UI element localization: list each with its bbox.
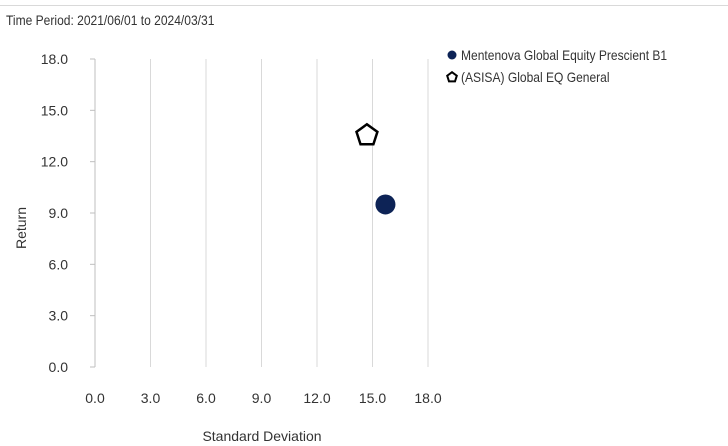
x-tick-label: 15.0 [359, 390, 386, 406]
y-tick-label: 3.0 [49, 308, 69, 324]
y-axis-label: Return [13, 207, 29, 249]
x-tick-label: 12.0 [303, 390, 330, 406]
y-tick-label: 6.0 [49, 256, 69, 272]
y-tick-label: 9.0 [49, 205, 69, 221]
x-tick-label: 3.0 [141, 390, 161, 406]
grid-lines [94, 59, 429, 367]
x-tick-label: 18.0 [414, 390, 441, 406]
y-tick-label: 0.0 [49, 359, 69, 375]
legend-item-fund: Mentenova Global Equity Prescient B1 [446, 44, 701, 66]
fund-data-point [375, 194, 396, 215]
y-axis-ticks: 0.0 3.0 6.0 9.0 12.0 15.0 18.0 [41, 51, 95, 375]
circle-marker-icon [446, 49, 458, 61]
time-period-label: Time Period: 2021/06/01 to 2024/03/31 [6, 12, 215, 28]
x-tick-label: 9.0 [252, 390, 272, 406]
y-tick-label: 15.0 [41, 102, 68, 118]
legend: Mentenova Global Equity Prescient B1 (AS… [446, 44, 701, 88]
y-tick-label: 18.0 [41, 51, 68, 67]
y-tick-label: 12.0 [41, 154, 68, 170]
pentagon-marker-icon [446, 71, 458, 83]
legend-label-category: (ASISA) Global EQ General [461, 69, 610, 85]
x-axis-ticks: 0.0 3.0 6.0 9.0 12.0 15.0 18.0 [85, 390, 442, 406]
data-points [355, 122, 396, 215]
x-tick-label: 6.0 [196, 390, 216, 406]
x-tick-label: 0.0 [85, 390, 105, 406]
legend-label-fund: Mentenova Global Equity Prescient B1 [461, 47, 668, 63]
category-data-point [355, 122, 379, 146]
legend-item-category: (ASISA) Global EQ General [446, 66, 701, 88]
x-axis-label: Standard Deviation [202, 428, 321, 444]
top-divider [0, 5, 728, 6]
